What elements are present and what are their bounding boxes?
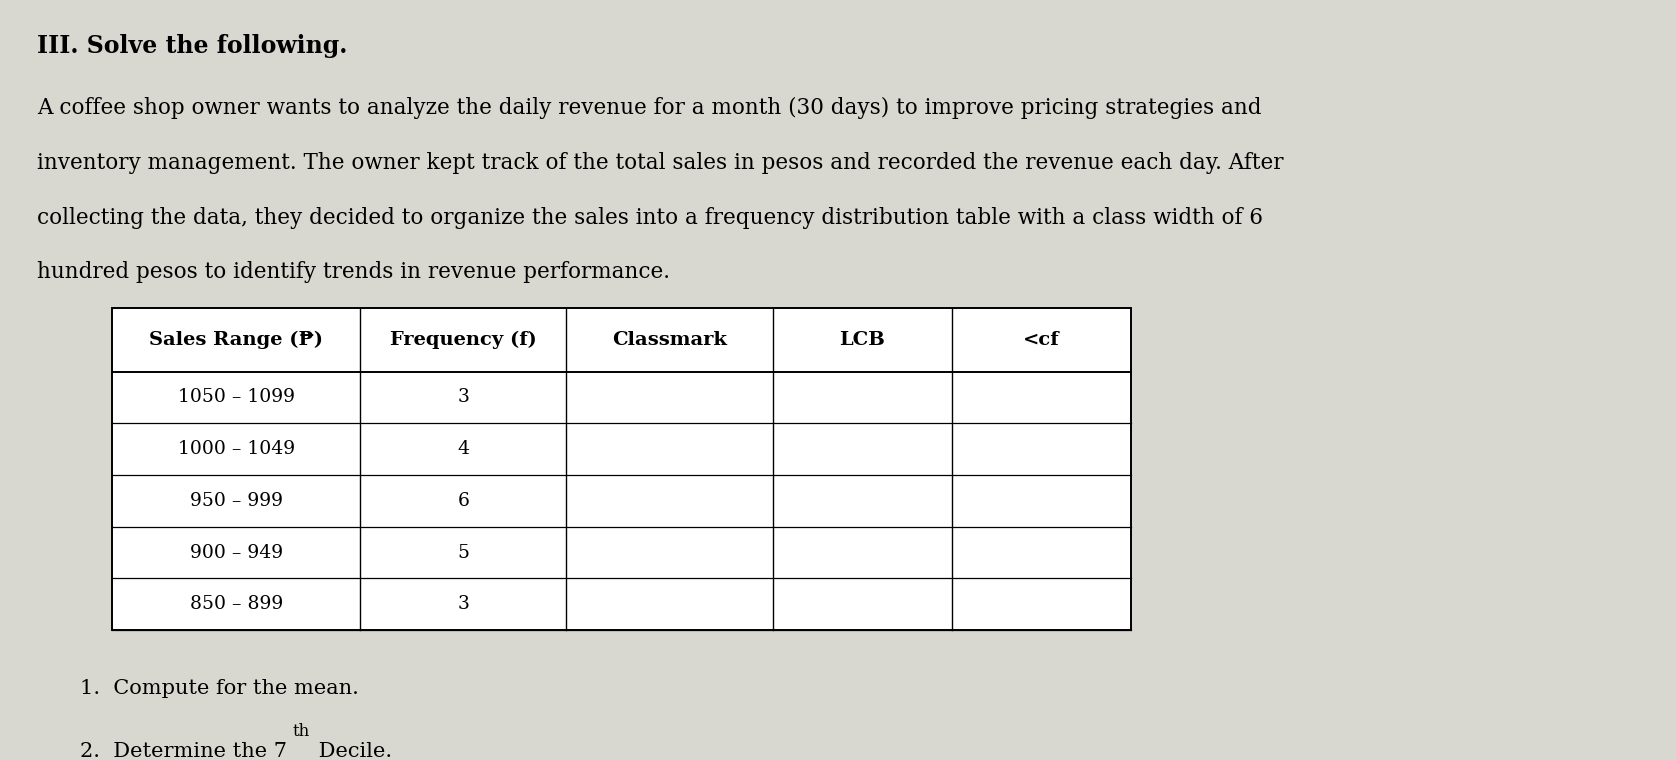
Text: collecting the data, they decided to organize the sales into a frequency distrib: collecting the data, they decided to org… bbox=[37, 207, 1264, 229]
Text: Classmark: Classmark bbox=[612, 331, 727, 349]
Text: A coffee shop owner wants to analyze the daily revenue for a month (30 days) to : A coffee shop owner wants to analyze the… bbox=[37, 97, 1262, 119]
Text: 3: 3 bbox=[458, 595, 469, 613]
Text: 1050 – 1099: 1050 – 1099 bbox=[178, 388, 295, 407]
Text: hundred pesos to identify trends in revenue performance.: hundred pesos to identify trends in reve… bbox=[37, 261, 670, 283]
Text: Sales Range (₱): Sales Range (₱) bbox=[149, 331, 323, 349]
Text: th: th bbox=[292, 723, 310, 739]
Text: LCB: LCB bbox=[840, 331, 885, 349]
Text: Decile.: Decile. bbox=[312, 742, 392, 760]
Text: inventory management. The owner kept track of the total sales in pesos and recor: inventory management. The owner kept tra… bbox=[37, 152, 1284, 174]
Text: 900 – 949: 900 – 949 bbox=[189, 543, 283, 562]
Text: 5: 5 bbox=[458, 543, 469, 562]
Text: 6: 6 bbox=[458, 492, 469, 510]
Text: 4: 4 bbox=[458, 440, 469, 458]
Text: 850 – 899: 850 – 899 bbox=[189, 595, 283, 613]
Text: 1000 – 1049: 1000 – 1049 bbox=[178, 440, 295, 458]
Text: 950 – 999: 950 – 999 bbox=[189, 492, 283, 510]
Text: 2.  Determine the 7: 2. Determine the 7 bbox=[80, 742, 288, 760]
Text: <cf: <cf bbox=[1024, 331, 1059, 349]
Text: 1.  Compute for the mean.: 1. Compute for the mean. bbox=[80, 679, 359, 698]
Text: 3: 3 bbox=[458, 388, 469, 407]
Text: III. Solve the following.: III. Solve the following. bbox=[37, 34, 347, 59]
Text: Frequency (f): Frequency (f) bbox=[391, 331, 536, 349]
